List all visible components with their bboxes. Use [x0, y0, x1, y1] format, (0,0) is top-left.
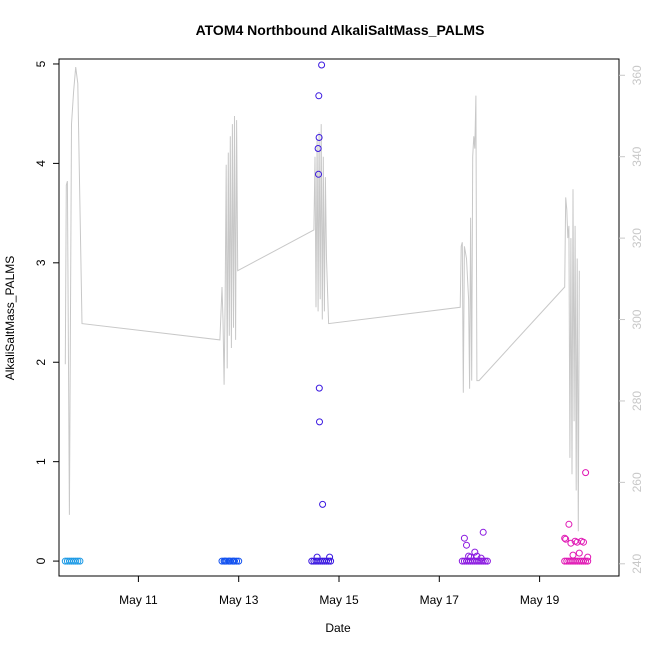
x-axis-title: Date	[325, 621, 351, 635]
data-point-series-5	[582, 469, 590, 477]
y-tick-label: 2	[34, 359, 48, 366]
data-point-series-5	[573, 538, 581, 546]
y-tick-label: 4	[34, 160, 48, 167]
data-point-series-5	[561, 534, 569, 542]
y-axis-left: 0 1 2 3 4 5	[34, 60, 59, 564]
y2-tick-label: 260	[630, 472, 644, 492]
x-axis: May 11 May 13 May 15 May 17 May 19	[119, 576, 560, 607]
data-point-series-3	[314, 145, 322, 152]
y-axis-title: AlkaliSaltMass_PALMS	[3, 256, 17, 381]
data-point-series-3	[315, 92, 323, 100]
data-point-series-4	[477, 554, 485, 562]
data-point-series-5	[582, 557, 590, 565]
x-tick-label: May 19	[520, 593, 560, 607]
points-layer	[61, 61, 592, 565]
y2-tick-label: 300	[630, 309, 644, 329]
x-tick-label: May 17	[420, 593, 460, 607]
y2-tick-label: 340	[630, 146, 644, 166]
data-point-series-4	[463, 541, 470, 549]
data-point-series-3	[326, 553, 334, 561]
data-point-series-2	[233, 557, 241, 565]
data-point-series-5	[562, 535, 570, 543]
data-point-series-4	[460, 534, 468, 542]
y2-tick-label: 360	[630, 65, 644, 85]
x-tick-label: May 13	[219, 593, 259, 607]
data-point-series-5	[565, 520, 573, 528]
data-point-series-3	[319, 500, 327, 508]
data-point-series-5	[584, 553, 592, 561]
data-point-series-2	[225, 557, 233, 565]
data-point-series-3	[327, 557, 335, 565]
y2-tick-label: 240	[630, 553, 644, 573]
data-point-series-2	[221, 557, 229, 565]
y-tick-label: 1	[34, 458, 48, 465]
data-point-series-4	[471, 548, 479, 556]
data-point-series-4	[479, 528, 487, 536]
secondary-series-line	[64, 67, 580, 532]
data-point-series-3	[315, 134, 323, 141]
data-point-series-5	[575, 549, 583, 557]
x-tick-label: May 11	[119, 593, 158, 607]
data-point-series-3	[315, 384, 323, 392]
data-point-series-3	[325, 557, 333, 565]
data-point-series-5	[580, 557, 587, 565]
data-point-series-4	[473, 552, 481, 560]
y-tick-label: 3	[34, 259, 48, 266]
data-point-series-1	[74, 557, 82, 565]
data-point-series-3	[313, 553, 321, 561]
y2-tick-label: 320	[630, 228, 644, 248]
data-point-series-1	[72, 557, 80, 565]
y2-tick-label: 280	[630, 391, 644, 411]
data-point-series-3	[315, 170, 322, 178]
y-tick-label: 0	[34, 557, 48, 564]
y-axis-right: 240 260 280 300 320 340 360	[619, 65, 644, 574]
chart-title: ATOM4 Northbound AlkaliSaltMass_PALMS	[196, 22, 485, 38]
data-point-series-3	[318, 61, 326, 69]
plot-frame	[58, 58, 620, 577]
data-point-series-3	[316, 418, 323, 426]
data-point-series-4	[483, 557, 491, 565]
data-point-series-1	[76, 557, 84, 565]
data-point-series-2	[230, 557, 237, 565]
y-tick-label: 5	[34, 60, 48, 67]
data-point-series-5	[580, 538, 587, 546]
data-point-series-5	[569, 551, 577, 559]
x-tick-label: May 15	[319, 593, 359, 607]
secondary-line-layer	[64, 67, 580, 532]
data-point-series-2	[235, 557, 243, 565]
data-point-series-5	[584, 557, 592, 565]
